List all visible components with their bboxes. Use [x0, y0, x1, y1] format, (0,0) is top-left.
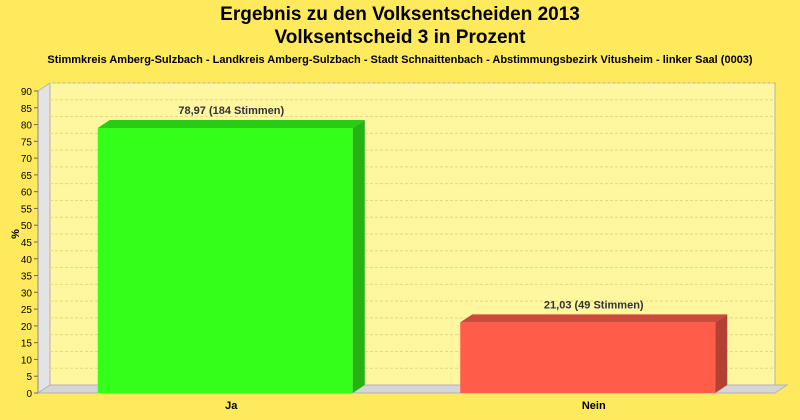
bar-side: [715, 314, 728, 393]
x-tick-label: Ja: [225, 400, 238, 412]
plot-side-wall: [37, 82, 51, 394]
y-tick-label: 35: [21, 272, 33, 283]
y-tick-label: 75: [21, 137, 33, 148]
bar-top: [460, 314, 728, 323]
y-tick-label: 0: [26, 389, 32, 400]
y-tick-label: 40: [21, 255, 33, 266]
bar: [460, 322, 716, 393]
y-tick-label: 90: [21, 87, 33, 98]
y-tick-label: 85: [21, 104, 33, 115]
chart-subtitle: Volksentscheid 3 in Prozent: [274, 27, 526, 48]
x-tick-label: Nein: [582, 400, 606, 412]
y-tick-label: 30: [21, 288, 33, 299]
y-tick-label: 70: [21, 154, 33, 165]
chart-caption: Stimmkreis Amberg-Sulzbach - Landkreis A…: [47, 54, 753, 66]
bar-top: [97, 120, 365, 129]
y-tick-label: 5: [26, 372, 32, 383]
y-tick-label: 55: [21, 204, 33, 215]
y-tick-label: 65: [21, 171, 33, 182]
y-tick-label: 20: [21, 322, 33, 333]
y-tick-label: 15: [21, 339, 33, 350]
y-tick-label: 60: [21, 188, 33, 199]
data-label: 21,03 (49 Stimmen): [544, 299, 644, 311]
data-label: 78,97 (184 Stimmen): [178, 105, 284, 117]
y-tick-label: 25: [21, 305, 33, 316]
bar: [97, 128, 353, 393]
chart-title: Ergebnis zu den Volksentscheiden 2013: [220, 4, 580, 25]
y-tick-label: 45: [21, 238, 33, 249]
y-tick-label: 50: [21, 221, 33, 232]
bar-side: [352, 120, 365, 393]
y-tick-label: 10: [21, 355, 33, 366]
y-tick-label: 80: [21, 121, 33, 132]
